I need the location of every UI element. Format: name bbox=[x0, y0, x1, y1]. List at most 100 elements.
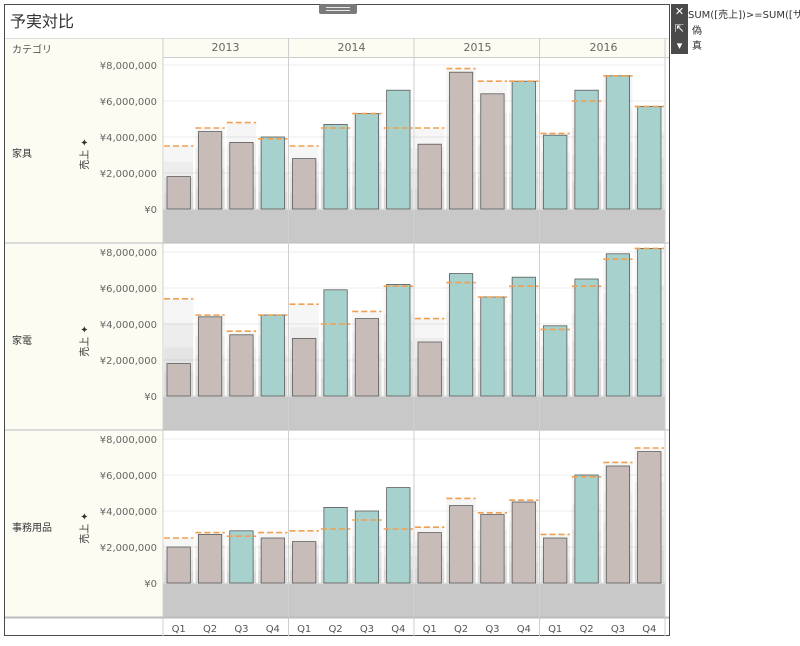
x-tick-label: Q1 bbox=[172, 624, 186, 635]
data-bar[interactable] bbox=[637, 247, 662, 397]
y-tick-label: ¥0 bbox=[144, 392, 157, 403]
data-bar[interactable] bbox=[605, 75, 631, 210]
data-bar[interactable] bbox=[166, 546, 191, 584]
data-bar[interactable] bbox=[637, 451, 662, 584]
data-bar[interactable] bbox=[480, 296, 505, 397]
data-bar[interactable] bbox=[574, 278, 599, 397]
y-tick-label: ¥0 bbox=[144, 205, 157, 216]
data-bar[interactable] bbox=[260, 314, 285, 397]
year-header-2015: 2015 bbox=[463, 41, 492, 54]
data-bar[interactable] bbox=[605, 253, 631, 397]
x-tick-label: Q2 bbox=[579, 624, 593, 635]
data-bar[interactable] bbox=[354, 510, 380, 584]
data-bar[interactable] bbox=[448, 273, 474, 397]
y-tick-label: ¥8,000,000 bbox=[100, 61, 157, 72]
y-axis-label: 売上 ✦ bbox=[78, 325, 91, 357]
data-bar[interactable] bbox=[574, 89, 599, 210]
y-tick-label: ¥6,000,000 bbox=[100, 284, 157, 295]
data-bar[interactable] bbox=[605, 465, 631, 584]
data-bar[interactable] bbox=[637, 106, 662, 210]
x-tick-label: Q3 bbox=[234, 624, 248, 635]
data-bar[interactable] bbox=[229, 334, 254, 397]
row-label-appliances: 家電 bbox=[12, 336, 32, 347]
x-tick-label: Q3 bbox=[611, 624, 625, 635]
data-bar[interactable] bbox=[417, 532, 442, 584]
data-bar[interactable] bbox=[166, 363, 191, 397]
x-tick-label: Q3 bbox=[485, 624, 499, 635]
x-tick-label: Q1 bbox=[548, 624, 562, 635]
y-tick-label: ¥2,000,000 bbox=[100, 356, 157, 367]
year-header-2014: 2014 bbox=[337, 41, 366, 54]
row-bg-office bbox=[5, 431, 163, 617]
x-tick-label: Q2 bbox=[328, 624, 342, 635]
x-tick-label: Q4 bbox=[266, 624, 280, 635]
data-bar[interactable] bbox=[260, 136, 285, 210]
data-bar[interactable] bbox=[323, 506, 348, 584]
data-bar[interactable] bbox=[448, 71, 474, 210]
data-bar[interactable] bbox=[543, 537, 568, 584]
legend-item-false[interactable]: 偽 bbox=[692, 26, 702, 37]
row-bg-furniture bbox=[5, 57, 163, 243]
data-bar[interactable] bbox=[543, 134, 568, 210]
data-bar[interactable] bbox=[511, 501, 536, 584]
data-bar[interactable] bbox=[448, 505, 474, 584]
data-bar[interactable] bbox=[574, 474, 599, 584]
legend-title: SUM([売上])>=SUM([サンプ… bbox=[688, 10, 800, 21]
data-bar[interactable] bbox=[386, 283, 411, 397]
y-tick-label: ¥4,000,000 bbox=[100, 507, 157, 518]
data-bar[interactable] bbox=[480, 514, 505, 584]
data-bar[interactable] bbox=[511, 80, 536, 210]
column-header bbox=[5, 38, 669, 58]
legend-controls: ✕ ⇱ ▾ bbox=[671, 4, 688, 54]
x-tick-label: Q1 bbox=[423, 624, 437, 635]
row-label-office: 事務用品 bbox=[12, 523, 52, 534]
data-bar[interactable] bbox=[386, 487, 411, 584]
category-column-label: カテゴリ bbox=[12, 45, 52, 56]
data-bar[interactable] bbox=[166, 176, 191, 210]
data-bar[interactable] bbox=[386, 89, 411, 210]
dropdown-icon[interactable]: ▾ bbox=[676, 39, 683, 52]
data-bar[interactable] bbox=[323, 289, 348, 397]
data-bar[interactable] bbox=[354, 318, 380, 397]
y-tick-label: ¥4,000,000 bbox=[100, 320, 157, 331]
y-tick-label: ¥8,000,000 bbox=[100, 248, 157, 259]
data-bar[interactable] bbox=[417, 143, 442, 210]
close-icon[interactable]: ✕ bbox=[674, 5, 685, 18]
y-axis-label: 売上 ✦ bbox=[78, 138, 91, 170]
y-tick-label: ¥4,000,000 bbox=[100, 133, 157, 144]
popout-icon[interactable]: ⇱ bbox=[674, 22, 685, 35]
data-bar[interactable] bbox=[323, 124, 348, 210]
year-header-2013: 2013 bbox=[211, 41, 240, 54]
x-tick-label: Q4 bbox=[391, 624, 405, 635]
x-tick-label: Q3 bbox=[360, 624, 374, 635]
y-tick-label: ¥8,000,000 bbox=[100, 435, 157, 446]
data-bar[interactable] bbox=[197, 316, 223, 397]
data-bar[interactable] bbox=[229, 530, 254, 584]
y-tick-label: ¥2,000,000 bbox=[100, 543, 157, 554]
data-bar[interactable] bbox=[417, 341, 442, 397]
y-tick-label: ¥2,000,000 bbox=[100, 169, 157, 180]
y-tick-label: ¥6,000,000 bbox=[100, 471, 157, 482]
legend-item-true[interactable]: 真 bbox=[692, 41, 702, 52]
data-bar[interactable] bbox=[543, 325, 568, 397]
page-title: 予実対比 bbox=[10, 12, 75, 31]
data-bar[interactable] bbox=[480, 93, 505, 210]
x-tick-label: Q2 bbox=[203, 624, 217, 635]
row-bg-appliances bbox=[5, 244, 163, 430]
y-tick-label: ¥0 bbox=[144, 579, 157, 590]
data-bar[interactable] bbox=[292, 337, 317, 397]
row-label-furniture: 家具 bbox=[12, 149, 32, 160]
data-bar[interactable] bbox=[354, 113, 380, 210]
data-bar[interactable] bbox=[260, 537, 285, 584]
data-bar[interactable] bbox=[292, 541, 317, 584]
data-bar[interactable] bbox=[197, 534, 223, 584]
y-axis-label: 売上 ✦ bbox=[78, 512, 91, 544]
x-tick-label: Q4 bbox=[517, 624, 531, 635]
x-tick-label: Q4 bbox=[642, 624, 656, 635]
data-bar[interactable] bbox=[197, 131, 223, 210]
drag-handle[interactable] bbox=[319, 4, 357, 14]
data-bar[interactable] bbox=[511, 276, 536, 397]
data-bar[interactable] bbox=[292, 158, 317, 210]
data-bar[interactable] bbox=[229, 141, 254, 210]
